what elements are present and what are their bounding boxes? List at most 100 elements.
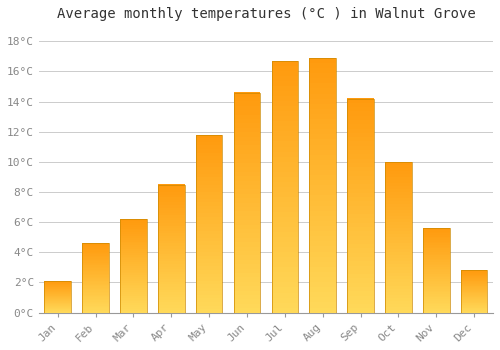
Bar [310, 149, 336, 155]
Bar [310, 201, 336, 206]
Bar [234, 114, 260, 119]
Bar [310, 104, 336, 109]
Bar [348, 193, 374, 197]
Bar [158, 189, 184, 192]
Bar [234, 101, 260, 106]
Bar [461, 293, 487, 294]
Bar [44, 297, 71, 298]
Bar [461, 280, 487, 281]
Bar [120, 285, 146, 286]
Bar [120, 309, 146, 311]
Bar [310, 165, 336, 170]
Bar [82, 275, 109, 276]
Bar [196, 224, 222, 227]
Bar [461, 297, 487, 298]
Bar [272, 81, 298, 86]
Bar [234, 198, 260, 203]
Bar [385, 282, 411, 286]
Bar [423, 238, 450, 240]
Bar [120, 221, 146, 223]
Bar [310, 58, 336, 63]
Bar [348, 133, 374, 137]
Bar [310, 257, 336, 262]
Bar [196, 163, 222, 167]
Bar [385, 234, 411, 237]
Bar [120, 264, 146, 266]
Bar [348, 141, 374, 146]
Bar [234, 224, 260, 229]
Bar [82, 260, 109, 261]
Bar [385, 264, 411, 267]
Bar [234, 189, 260, 194]
Bar [44, 303, 71, 304]
Bar [272, 237, 298, 242]
Bar [196, 191, 222, 195]
Bar [348, 227, 374, 231]
Bar [196, 238, 222, 241]
Bar [234, 92, 260, 97]
Bar [272, 61, 298, 66]
Bar [234, 238, 260, 242]
Bar [423, 230, 450, 232]
Bar [310, 287, 336, 292]
Bar [82, 294, 109, 296]
Bar [196, 284, 222, 288]
Bar [120, 262, 146, 264]
Bar [272, 287, 298, 293]
Bar [158, 282, 184, 285]
Bar [385, 261, 411, 264]
Bar [234, 110, 260, 114]
Bar [44, 281, 71, 313]
Bar [461, 275, 487, 276]
Bar [158, 215, 184, 218]
Bar [44, 288, 71, 289]
Bar [310, 155, 336, 160]
Bar [423, 280, 450, 282]
Bar [82, 256, 109, 257]
Bar [158, 264, 184, 266]
Bar [461, 304, 487, 305]
Bar [385, 243, 411, 246]
Bar [158, 289, 184, 292]
Bar [120, 282, 146, 285]
Bar [272, 106, 298, 111]
Bar [120, 288, 146, 290]
Bar [196, 266, 222, 270]
Bar [272, 111, 298, 116]
Bar [196, 216, 222, 220]
Bar [82, 278, 109, 279]
Bar [234, 207, 260, 211]
Bar [423, 294, 450, 296]
Bar [120, 234, 146, 236]
Bar [348, 231, 374, 236]
Bar [423, 279, 450, 281]
Bar [234, 260, 260, 264]
Bar [82, 276, 109, 278]
Bar [44, 304, 71, 305]
Bar [158, 261, 184, 264]
Bar [44, 310, 71, 312]
Bar [272, 247, 298, 252]
Bar [158, 225, 184, 228]
Bar [44, 307, 71, 308]
Bar [423, 304, 450, 306]
Bar [385, 219, 411, 222]
Bar [120, 307, 146, 309]
Bar [234, 176, 260, 181]
Bar [234, 242, 260, 247]
Bar [196, 245, 222, 248]
Bar [423, 309, 450, 311]
Bar [423, 243, 450, 245]
Bar [348, 201, 374, 206]
Bar [272, 227, 298, 232]
Bar [196, 309, 222, 313]
Bar [234, 233, 260, 238]
Bar [234, 97, 260, 101]
Bar [82, 300, 109, 302]
Bar [158, 279, 184, 282]
Bar [120, 301, 146, 303]
Bar [82, 297, 109, 299]
Bar [461, 309, 487, 310]
Bar [82, 249, 109, 250]
Bar [348, 270, 374, 274]
